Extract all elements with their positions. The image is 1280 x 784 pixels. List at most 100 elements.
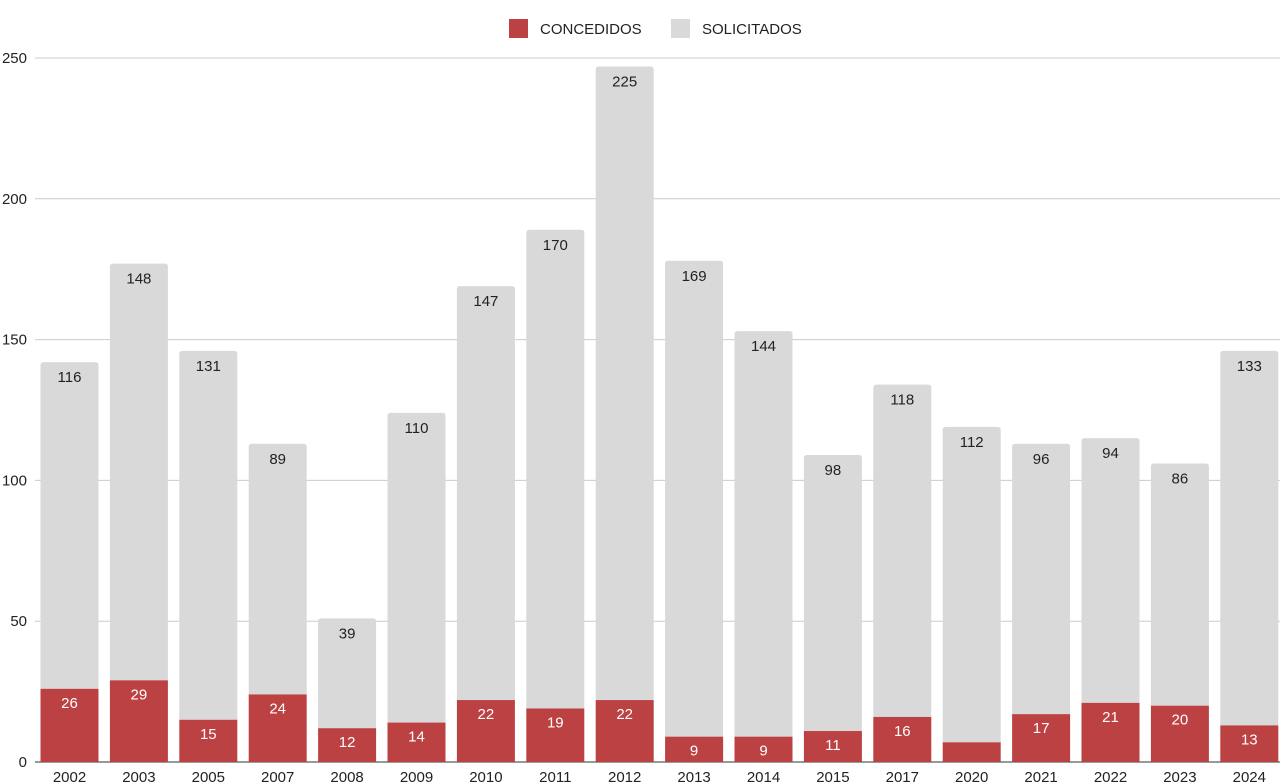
bar-concedidos-2022 <box>1081 702 1140 762</box>
x-tick-label: 2009 <box>400 769 433 784</box>
legend-label-solicitados: SOLICITADOS <box>702 21 802 38</box>
value-label-solicitados: 118 <box>890 392 914 409</box>
value-label-concedidos: 22 <box>616 706 633 723</box>
value-label-solicitados: 94 <box>1102 445 1119 462</box>
bar-concedidos-2002 <box>40 688 99 762</box>
legend: CONCEDIDOS SOLICITADOS <box>509 19 802 38</box>
gridlines <box>35 57 1280 763</box>
x-tick-label: 2013 <box>677 769 710 784</box>
x-tick-label: 2023 <box>1163 769 1196 784</box>
bar-concedidos-2014 <box>734 736 793 762</box>
x-tick-label: 2011 <box>539 769 571 784</box>
bar-solicitados-2024 <box>1220 350 1279 726</box>
x-tick-label: 2017 <box>886 769 919 784</box>
value-label-concedidos: 9 <box>759 743 767 760</box>
bar-solicitados-2020 <box>942 426 1001 743</box>
y-tick-label: 250 <box>2 50 27 67</box>
value-label-concedidos: 15 <box>200 726 217 743</box>
bar-solicitados-2011 <box>526 229 585 709</box>
x-tick-label: 2007 <box>261 769 294 784</box>
value-label-concedidos: 13 <box>1241 731 1258 748</box>
bar-concedidos-2017 <box>873 716 932 762</box>
bar-concedidos-2011 <box>526 708 585 762</box>
value-label-concedidos: 22 <box>478 706 495 723</box>
value-label-solicitados: 110 <box>405 420 429 437</box>
x-tick-label: 2015 <box>816 769 849 784</box>
x-tick-label: 2021 <box>1024 769 1057 784</box>
value-label-concedidos: 20 <box>1172 712 1189 729</box>
value-label-solicitados: 86 <box>1172 471 1189 488</box>
bar-concedidos-2003 <box>109 680 168 762</box>
bar-solicitados-2015 <box>803 455 862 732</box>
x-tick-label: 2014 <box>747 769 780 784</box>
value-label-solicitados: 98 <box>825 462 842 479</box>
bar-solicitados-2010 <box>456 286 515 701</box>
value-label-concedidos: 11 <box>825 737 841 754</box>
bar-solicitados-2014 <box>734 331 793 737</box>
x-tick-label: 2003 <box>122 769 155 784</box>
bars <box>40 66 1279 762</box>
value-label-concedidos: 9 <box>690 743 698 760</box>
bar-concedidos-2008 <box>318 728 377 762</box>
y-axis: 0 50 100 150 200 250 <box>2 50 27 771</box>
bar-solicitados-2005 <box>179 350 238 720</box>
value-label-concedidos: 16 <box>894 723 911 740</box>
value-label-concedidos: 14 <box>408 729 425 746</box>
value-label-solicitados: 89 <box>269 451 286 468</box>
legend-swatch-solicitados <box>671 19 690 38</box>
bar-concedidos-2010 <box>456 700 515 762</box>
bar-concedidos-2007 <box>248 694 307 762</box>
bar-solicitados-2003 <box>109 263 168 681</box>
y-tick-label: 150 <box>2 332 27 349</box>
x-tick-label: 2008 <box>330 769 363 784</box>
value-label-concedidos: 24 <box>269 700 286 717</box>
x-tick-label: 2010 <box>469 769 502 784</box>
x-axis: 2002 2003 2005 2007 2008 2009 2010 2011 2012 2013… <box>53 769 1266 784</box>
y-tick-label: 0 <box>19 754 27 771</box>
bar-solicitados-2007 <box>248 443 307 695</box>
bar-solicitados-2017 <box>873 384 932 717</box>
bar-solicitados-2012 <box>595 66 654 701</box>
legend-swatch-concedidos <box>509 19 528 38</box>
bar-concedidos-2020 <box>942 742 1001 762</box>
value-label-concedidos: 17 <box>1033 720 1050 737</box>
y-tick-label: 100 <box>2 472 27 489</box>
bar-solicitados-2022 <box>1081 438 1140 703</box>
x-tick-label: 2005 <box>192 769 225 784</box>
value-label-solicitados: 147 <box>473 293 498 310</box>
bar-concedidos-2013 <box>665 736 724 762</box>
x-tick-label: 2002 <box>53 769 86 784</box>
bar-concedidos-2023 <box>1150 705 1209 762</box>
legend-label-concedidos: CONCEDIDOS <box>540 21 642 38</box>
bar-solicitados-2009 <box>387 412 446 723</box>
value-label-solicitados: 39 <box>339 625 356 642</box>
y-tick-label: 50 <box>10 613 27 630</box>
bar-concedidos-2012 <box>595 700 654 762</box>
value-label-concedidos: 26 <box>61 695 78 712</box>
value-label-solicitados: 169 <box>682 268 707 285</box>
bar-concedidos-2021 <box>1012 714 1071 762</box>
value-label-concedidos: 19 <box>547 714 564 731</box>
value-label-solicitados: 133 <box>1237 358 1262 375</box>
x-tick-label: 2024 <box>1233 769 1266 784</box>
bar-solicitados-2023 <box>1150 463 1209 706</box>
value-label-solicitados: 144 <box>751 338 776 355</box>
bar-concedidos-2015 <box>803 731 862 762</box>
value-label-solicitados: 116 <box>58 369 82 386</box>
value-label-concedidos: 29 <box>131 686 148 703</box>
value-label-solicitados: 225 <box>612 73 637 90</box>
x-tick-label: 2012 <box>608 769 641 784</box>
bar-concedidos-2024 <box>1220 725 1279 762</box>
value-label-concedidos: 21 <box>1102 709 1119 726</box>
x-tick-label: 2020 <box>955 769 988 784</box>
value-label-concedidos: 12 <box>339 734 356 751</box>
bar-solicitados-2008 <box>318 618 377 729</box>
value-label-solicitados: 112 <box>960 434 984 451</box>
x-tick-label: 2022 <box>1094 769 1127 784</box>
value-label-solicitados: 148 <box>126 271 151 288</box>
y-tick-label: 200 <box>2 191 27 208</box>
bar-concedidos-2009 <box>387 722 446 762</box>
value-label-solicitados: 131 <box>196 358 221 375</box>
bar-solicitados-2002 <box>40 362 99 689</box>
